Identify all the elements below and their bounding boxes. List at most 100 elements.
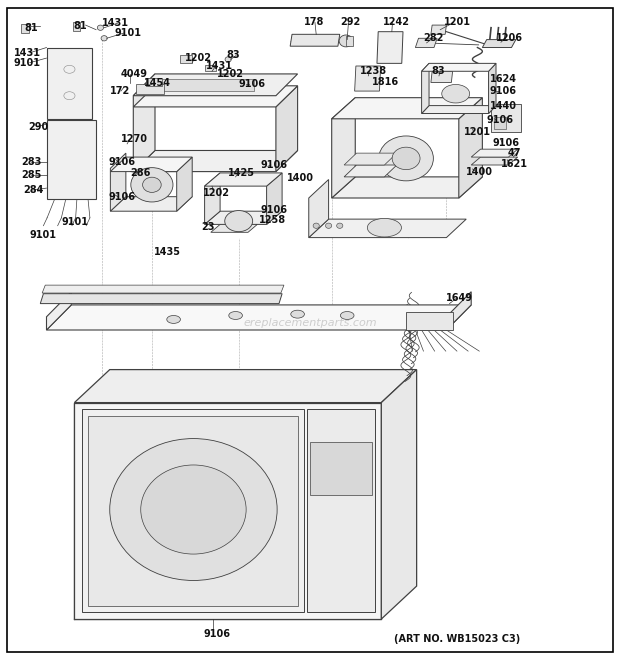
Text: 9101: 9101	[14, 57, 41, 68]
Ellipse shape	[340, 312, 354, 319]
Text: 1454: 1454	[144, 78, 171, 88]
Polygon shape	[290, 34, 340, 46]
Text: 1624: 1624	[490, 74, 517, 84]
Bar	[146, 78, 162, 86]
Polygon shape	[133, 74, 155, 172]
Polygon shape	[74, 403, 381, 619]
Text: 1621: 1621	[501, 158, 528, 169]
Polygon shape	[332, 98, 355, 198]
Text: 1816: 1816	[372, 77, 399, 87]
Bar	[180, 55, 192, 63]
Ellipse shape	[239, 81, 247, 88]
Text: 1440: 1440	[490, 100, 517, 111]
Polygon shape	[446, 292, 471, 330]
Polygon shape	[46, 48, 92, 119]
Ellipse shape	[143, 178, 161, 193]
Ellipse shape	[379, 136, 433, 181]
Polygon shape	[42, 285, 284, 293]
Text: 283: 283	[22, 156, 42, 167]
Polygon shape	[431, 25, 446, 34]
Text: 9106: 9106	[108, 191, 136, 202]
Polygon shape	[82, 409, 304, 612]
Polygon shape	[267, 173, 282, 224]
Polygon shape	[211, 224, 257, 232]
Text: 1649: 1649	[446, 293, 474, 304]
Text: 9101: 9101	[62, 216, 89, 227]
Text: 1270: 1270	[121, 133, 148, 144]
Text: 9101: 9101	[115, 28, 142, 38]
Text: 9106: 9106	[239, 79, 266, 90]
Text: 81: 81	[25, 22, 38, 33]
Text: 292: 292	[340, 17, 360, 28]
Bar	[346, 36, 353, 46]
Text: 1201: 1201	[444, 17, 471, 28]
Polygon shape	[431, 71, 453, 82]
Polygon shape	[309, 219, 466, 238]
Text: 9106: 9106	[260, 160, 288, 170]
Ellipse shape	[229, 312, 242, 319]
Polygon shape	[422, 63, 429, 114]
Polygon shape	[133, 86, 298, 107]
Ellipse shape	[225, 57, 231, 62]
Text: 1400: 1400	[466, 166, 494, 177]
Polygon shape	[309, 180, 329, 238]
Polygon shape	[332, 98, 482, 119]
Polygon shape	[332, 177, 482, 198]
Text: 83: 83	[226, 50, 240, 61]
Text: 9106: 9106	[108, 156, 136, 167]
Text: 9106: 9106	[203, 628, 231, 639]
Text: 1435: 1435	[154, 247, 181, 257]
Polygon shape	[422, 63, 496, 71]
Ellipse shape	[167, 315, 180, 323]
Text: 9106: 9106	[493, 137, 520, 148]
Bar	[149, 79, 254, 91]
Polygon shape	[276, 86, 298, 172]
Text: 285: 285	[22, 170, 42, 180]
Polygon shape	[205, 173, 282, 186]
Polygon shape	[74, 370, 417, 403]
Text: 1238: 1238	[360, 66, 387, 77]
Polygon shape	[205, 173, 220, 224]
Polygon shape	[471, 157, 518, 165]
Polygon shape	[40, 294, 282, 304]
Polygon shape	[471, 149, 518, 157]
Bar	[406, 312, 453, 330]
Text: 1431: 1431	[14, 48, 41, 58]
Polygon shape	[344, 165, 397, 177]
Text: 1206: 1206	[496, 33, 523, 44]
Polygon shape	[21, 24, 29, 33]
Text: 1258: 1258	[259, 215, 286, 226]
Text: (ART NO. WB15023 C3): (ART NO. WB15023 C3)	[394, 634, 520, 644]
Text: 286: 286	[130, 168, 151, 178]
Polygon shape	[110, 197, 192, 211]
Polygon shape	[489, 63, 496, 114]
Polygon shape	[133, 74, 298, 96]
Text: 1431: 1431	[102, 18, 130, 28]
Text: 1425: 1425	[228, 168, 255, 178]
Polygon shape	[482, 40, 516, 48]
Polygon shape	[344, 153, 397, 165]
Ellipse shape	[337, 223, 343, 228]
Ellipse shape	[97, 25, 104, 30]
Text: 9106: 9106	[487, 115, 514, 125]
Polygon shape	[88, 416, 298, 606]
Polygon shape	[307, 409, 375, 612]
Text: 1202: 1202	[217, 69, 244, 79]
Ellipse shape	[225, 211, 253, 232]
Text: 81: 81	[73, 20, 87, 31]
Text: 1431: 1431	[206, 61, 233, 71]
Ellipse shape	[392, 147, 420, 170]
Text: ereplacementparts.com: ereplacementparts.com	[243, 318, 377, 329]
Text: 47: 47	[507, 148, 521, 158]
Polygon shape	[110, 157, 192, 172]
Polygon shape	[46, 292, 71, 330]
Polygon shape	[73, 22, 80, 31]
Text: 1201: 1201	[464, 127, 491, 137]
Text: 1242: 1242	[383, 17, 410, 28]
Text: 9101: 9101	[30, 230, 57, 240]
Text: 9106: 9106	[260, 205, 288, 215]
Polygon shape	[136, 84, 164, 94]
Text: 1202: 1202	[185, 53, 212, 63]
Bar	[494, 117, 506, 129]
Ellipse shape	[313, 223, 319, 228]
